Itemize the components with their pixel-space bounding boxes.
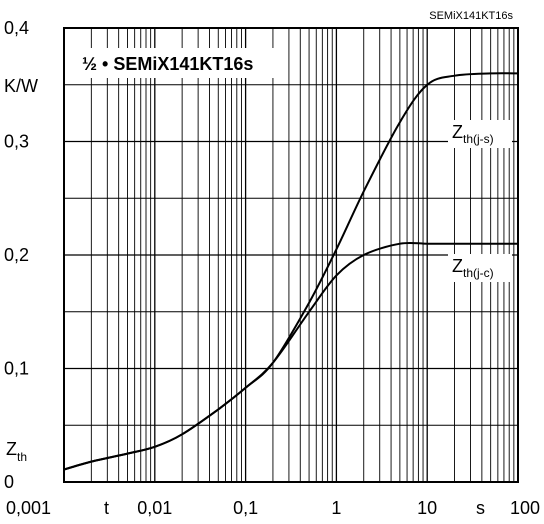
y-tick-labels: 0 0,1 0,2 0,3 0,4 — [4, 18, 29, 492]
series-label-bg — [448, 120, 512, 148]
chart-title: ½ • SEMiX141KT16s — [82, 54, 253, 74]
title-box — [74, 48, 284, 78]
series-labels: Zth(j-s) Zth(j-c) — [448, 120, 512, 282]
y-tick-label: 0,4 — [4, 18, 29, 38]
curves — [63, 72, 519, 471]
x-tick-labels: 0,001 0,01 0,1 1 10 100 — [6, 498, 540, 518]
x-tick-label: 0,001 — [6, 498, 51, 518]
x-tick-label: 100 — [510, 498, 540, 518]
y-label: Zth — [6, 439, 27, 464]
x-tick-label: 0,01 — [137, 498, 172, 518]
series-line-zth-jc — [63, 241, 518, 471]
corner-label: SEMiX141KT16s — [429, 10, 513, 22]
y-tick-label: 0 — [4, 472, 14, 492]
x-unit-label: s — [476, 498, 485, 518]
series-label-zth-jc: Zth(j-c) — [452, 256, 494, 280]
x-tick-label: 0,1 — [233, 498, 258, 518]
plot-frame — [63, 27, 519, 483]
y-unit-label: K/W — [4, 76, 38, 96]
y-tick-label: 0,1 — [4, 359, 29, 379]
grid — [63, 28, 518, 482]
x-label: t — [104, 498, 109, 518]
x-tick-label: 1 — [331, 498, 341, 518]
y-tick-label: 0,2 — [4, 245, 29, 265]
series-label-zth-js: Zth(j-s) — [452, 122, 494, 146]
y-tick-label: 0,3 — [4, 132, 29, 152]
series-label-bg — [448, 254, 512, 282]
y-label-subscript: th — [17, 450, 27, 464]
x-tick-label: 10 — [417, 498, 437, 518]
